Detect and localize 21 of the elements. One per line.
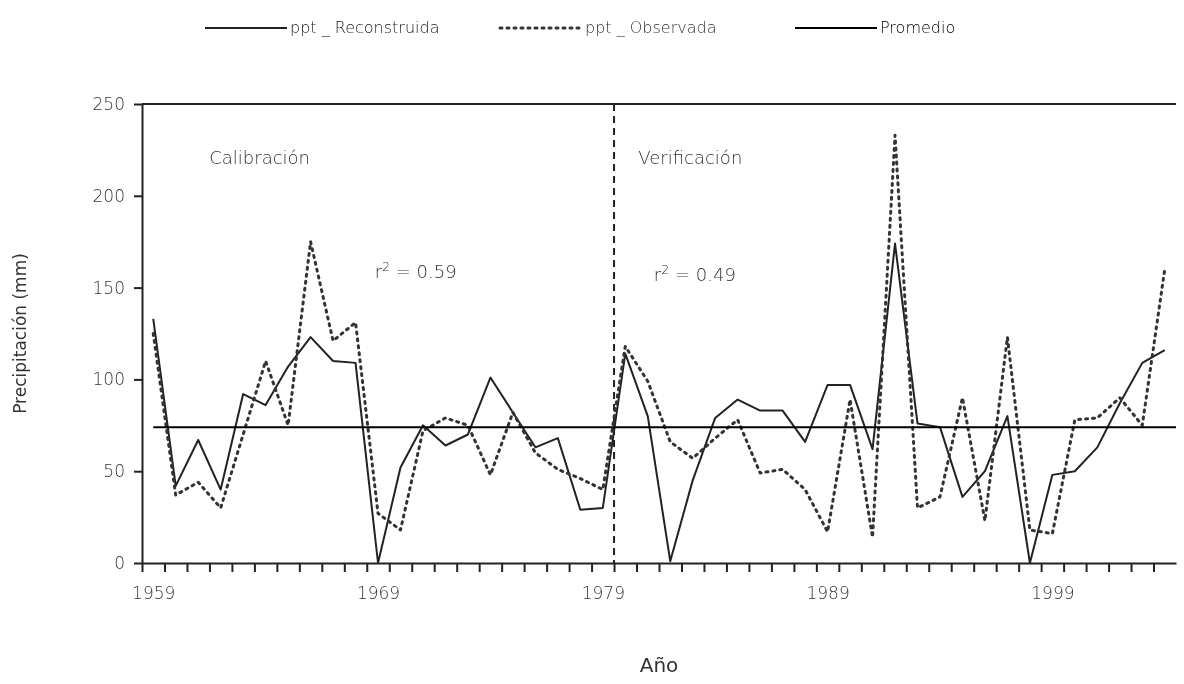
x-tick-label: 1989 [806,583,850,604]
y-tick-label: 50 [103,461,125,482]
text: Promedio [880,18,956,37]
x-tick-label: 1999 [1031,583,1075,604]
text: ppt _ Reconstruida [290,18,440,37]
y-tick-label: 250 [92,93,125,114]
y-tick-label: 100 [92,369,125,390]
x-tick-label: 1969 [356,583,401,604]
annotation: r$^{2}$ = 0.49 [653,261,736,285]
annotation: Calibración [209,146,310,168]
x-axis-title: Año [639,653,679,677]
y-tick-label: 200 [92,185,125,206]
text: ppt _ Observada [585,18,717,37]
x-tick-label: 1979 [581,583,625,604]
line-series [151,133,1167,539]
x-tick-label: 1959 [132,583,176,604]
annotation: r$^{2}$ = 0.59 [374,258,457,283]
annotation: Verificación [638,146,743,168]
y-tick-label: 0 [114,552,125,573]
y-axis-title: Precipitación (mm) [10,253,30,414]
y-tick-label: 150 [92,277,125,298]
